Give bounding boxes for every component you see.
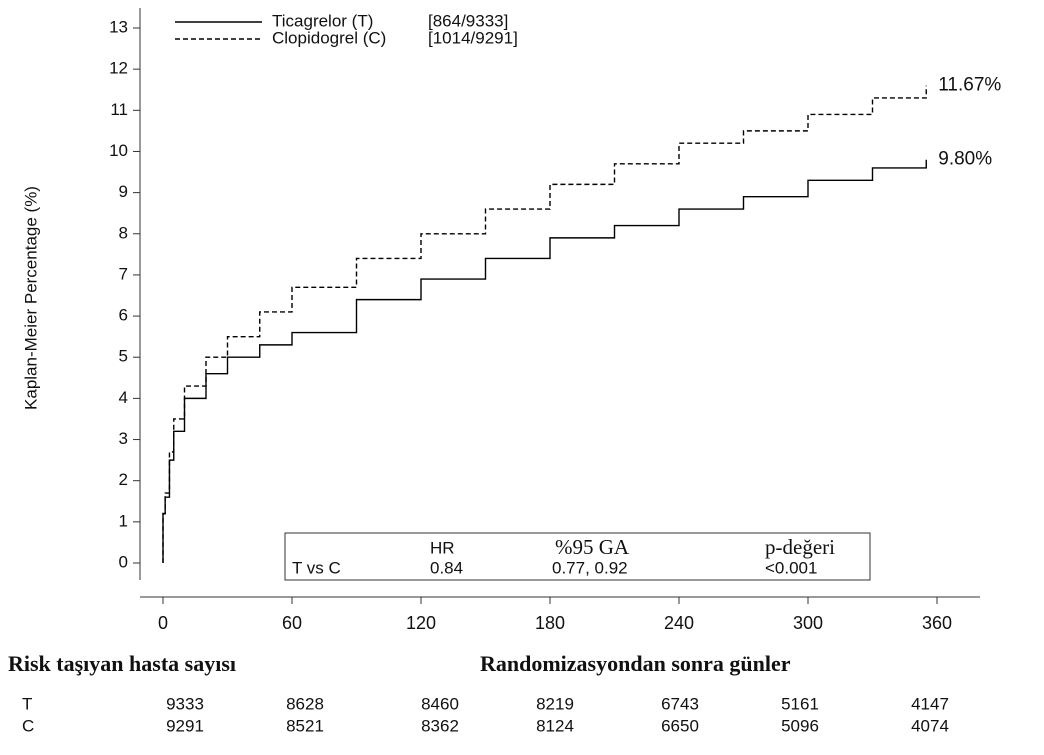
hr-cell: T vs C <box>292 558 341 577</box>
end-label: 9.80% <box>938 149 992 170</box>
y-axis-label: Kaplan-Meier Percentage (%) <box>21 186 40 410</box>
y-tick-label: 8 <box>119 223 128 242</box>
risk-count: 8124 <box>536 716 574 735</box>
risk-count: 9291 <box>166 716 204 735</box>
x-tick-label: 300 <box>793 613 823 633</box>
hr-cell: 0.84 <box>430 558 463 577</box>
legend-events: [864/9333] <box>428 11 508 30</box>
y-tick-label: 12 <box>109 59 128 78</box>
risk-count: 8460 <box>421 694 459 713</box>
risk-count: 6650 <box>661 716 699 735</box>
risk-count: 8362 <box>421 716 459 735</box>
risk-count: 5096 <box>781 716 819 735</box>
legend-label: Ticagrelor (T) <box>272 11 373 30</box>
x-tick-label: 360 <box>922 613 952 633</box>
risk-count: 8219 <box>536 694 574 713</box>
y-tick-label: 0 <box>119 552 128 571</box>
risk-count: 6743 <box>661 694 699 713</box>
y-tick-label: 10 <box>109 141 128 160</box>
y-tick-label: 3 <box>119 429 128 448</box>
y-tick-label: 4 <box>119 388 128 407</box>
x-axis-label: Randomizasyondan sonra günler <box>480 651 791 676</box>
hr-cell: 0.77, 0.92 <box>552 558 628 577</box>
y-tick-label: 2 <box>119 470 128 489</box>
y-tick-label: 11 <box>110 100 128 119</box>
y-tick-label: 13 <box>109 17 128 36</box>
hr-header: %95 GA <box>555 535 630 559</box>
risk-count: 8521 <box>286 716 324 735</box>
hr-header: HR <box>430 538 455 557</box>
risk-count: 8628 <box>286 694 324 713</box>
risk-count: 4147 <box>911 694 949 713</box>
km-curve <box>162 85 927 563</box>
at-risk-title: Risk taşıyan hasta sayısı <box>8 651 236 676</box>
risk-group: T <box>22 694 32 713</box>
risk-count: 4074 <box>911 716 949 735</box>
x-tick-label: 240 <box>664 613 694 633</box>
risk-group: C <box>22 716 34 735</box>
hr-table-box <box>284 532 871 581</box>
risk-count: 5161 <box>781 694 819 713</box>
y-tick-label: 1 <box>119 511 128 530</box>
y-tick-label: 6 <box>119 306 128 325</box>
legend-events: [1014/9291] <box>428 28 518 47</box>
legend-label: Clopidogrel (C) <box>272 28 386 47</box>
x-tick-label: 120 <box>406 613 436 633</box>
x-tick-label: 60 <box>282 613 302 633</box>
hr-cell: <0.001 <box>765 558 817 577</box>
y-tick-label: 5 <box>119 347 128 366</box>
end-label: 11.67% <box>938 75 1001 96</box>
y-tick-label: 9 <box>119 182 128 201</box>
risk-count: 9333 <box>166 694 204 713</box>
km-curve <box>162 159 927 563</box>
hr-header: p-değeri <box>765 535 835 559</box>
y-tick-label: 7 <box>119 264 128 283</box>
x-tick-label: 180 <box>535 613 565 633</box>
x-tick-label: 0 <box>158 613 168 633</box>
